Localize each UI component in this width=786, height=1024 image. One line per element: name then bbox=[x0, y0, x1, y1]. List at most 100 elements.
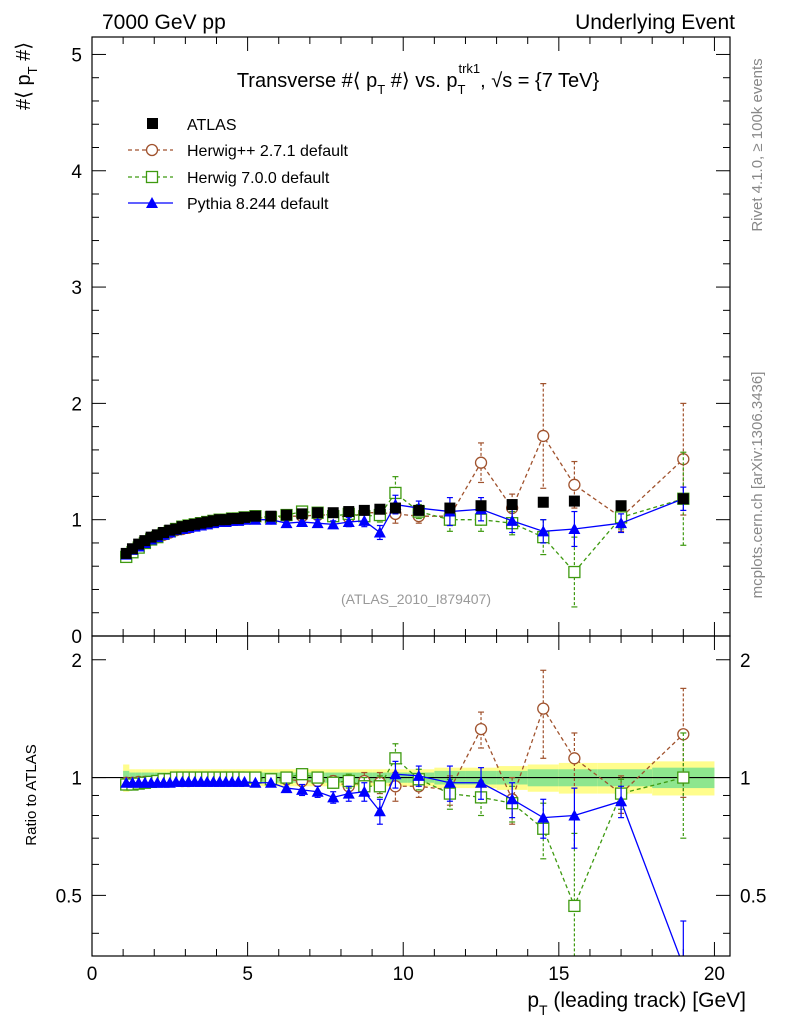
header-right: Underlying Event bbox=[575, 11, 735, 34]
data-point-pythia bbox=[342, 516, 355, 528]
data-point-herwig7 bbox=[327, 776, 340, 789]
data-point-atlas bbox=[176, 521, 188, 533]
y-tick-label: 2 bbox=[71, 394, 82, 415]
data-point-pythia bbox=[615, 517, 628, 529]
data-point-atlas bbox=[139, 535, 151, 547]
legend-label-herwigpp: Herwig++ 2.7.1 default bbox=[187, 143, 349, 160]
data-point-atlas bbox=[615, 500, 627, 512]
data-point-pythia bbox=[311, 517, 324, 529]
data-point-herwig7 bbox=[677, 771, 690, 784]
data-point-herwigpp bbox=[474, 722, 488, 736]
main-series bbox=[120, 383, 690, 608]
legend-label-herwig7: Herwig 7.0.0 default bbox=[187, 170, 330, 187]
data-point-atlas bbox=[182, 520, 194, 532]
data-point-atlas bbox=[126, 543, 138, 555]
data-point-atlas bbox=[238, 511, 250, 523]
data-point-pythia bbox=[537, 811, 550, 823]
data-point-pythia bbox=[238, 775, 251, 787]
data-point-atlas bbox=[475, 500, 487, 512]
ratio-frame bbox=[91, 635, 731, 957]
x-tick-label: 20 bbox=[704, 964, 725, 985]
series-herwigpp bbox=[120, 383, 690, 562]
data-point-atlas bbox=[214, 514, 226, 526]
data-point-herwig7 bbox=[342, 774, 355, 788]
ratio-y-tick-label-right: 1 bbox=[740, 769, 751, 790]
data-point-pythia bbox=[264, 776, 277, 788]
data-point-atlas bbox=[343, 506, 355, 518]
series-line-herwigpp bbox=[125, 434, 684, 557]
ratio-ylabel: Ratio to ATLAS bbox=[23, 744, 40, 845]
legend-label-atlas: ATLAS bbox=[187, 117, 237, 134]
data-point-herwig7 bbox=[568, 565, 581, 579]
ratio-y-tick-label: 2 bbox=[71, 651, 82, 672]
ratio-y-tick-label: 1 bbox=[71, 769, 82, 790]
y-tick-label: 1 bbox=[71, 511, 82, 532]
ratio-y-tick-label-right: 2 bbox=[740, 651, 751, 672]
data-point-atlas bbox=[145, 531, 157, 543]
data-point-pythia bbox=[373, 526, 386, 538]
data-point-pythia bbox=[358, 785, 371, 797]
rivet-label: Rivet 4.1.0, ≥ 100k events bbox=[749, 58, 766, 231]
legend-marker-atlas bbox=[147, 118, 158, 129]
data-point-pythia bbox=[327, 791, 340, 803]
data-point-atlas bbox=[506, 499, 518, 511]
data-point-atlas bbox=[374, 503, 386, 515]
data-point-atlas bbox=[537, 496, 549, 508]
data-point-atlas bbox=[151, 529, 163, 541]
data-point-atlas bbox=[358, 504, 370, 516]
legend-marker-herwig7 bbox=[145, 170, 159, 184]
data-point-atlas bbox=[568, 495, 580, 507]
data-point-pythia bbox=[296, 516, 309, 528]
data-point-herwigpp bbox=[474, 456, 488, 469]
header-left: 7000 GeV pp bbox=[102, 11, 226, 34]
series-herwigpp bbox=[120, 669, 690, 825]
data-point-pythia bbox=[615, 795, 628, 807]
data-point-pythia bbox=[568, 522, 581, 534]
data-point-atlas bbox=[296, 508, 308, 520]
ratio-series bbox=[120, 669, 690, 956]
data-point-pythia bbox=[327, 518, 340, 530]
y-tick-label: 4 bbox=[71, 162, 82, 183]
xlabel: pT (leading track) [GeV] bbox=[527, 989, 746, 1018]
ratio-y-tick-label: 0.5 bbox=[56, 886, 82, 907]
ratio-y-tick-label-right: 0.5 bbox=[740, 886, 766, 907]
series-atlas bbox=[120, 493, 689, 559]
data-point-atlas bbox=[164, 524, 176, 536]
y-tick-label: 3 bbox=[71, 278, 82, 299]
data-point-atlas bbox=[201, 516, 213, 528]
legend-item-herwigpp: Herwig++ 2.7.1 default bbox=[128, 143, 349, 160]
axes: 0 5 10 15 20 0 1 2 3 4 5 0.5 0.5 1 1 2 2 bbox=[56, 37, 766, 985]
legend: ATLAS Herwig++ 2.7.1 default Herwig 7.0.… bbox=[128, 117, 349, 213]
data-point-pythia bbox=[311, 785, 324, 797]
data-point-atlas bbox=[220, 514, 232, 526]
data-point-atlas bbox=[677, 493, 689, 505]
data-point-pythia bbox=[373, 805, 386, 817]
data-point-herwig7 bbox=[311, 771, 324, 784]
data-point-atlas bbox=[226, 513, 238, 525]
data-point-pythia bbox=[537, 525, 550, 537]
data-point-atlas bbox=[312, 507, 324, 519]
data-point-pythia bbox=[568, 809, 581, 821]
data-point-pythia bbox=[389, 768, 402, 780]
mcplots-label: mcplots.cern.ch [arXiv:1306.3436] bbox=[749, 372, 766, 599]
y-tick-label: 0 bbox=[71, 627, 82, 648]
data-point-atlas bbox=[249, 510, 261, 522]
legend-marker-herwigpp bbox=[145, 143, 159, 157]
data-point-pythia bbox=[358, 514, 371, 526]
data-point-pythia bbox=[249, 776, 262, 788]
data-point-atlas bbox=[327, 507, 339, 519]
series-line-pythia bbox=[126, 773, 681, 956]
data-point-atlas bbox=[120, 547, 132, 559]
analysis-id: (ATLAS_2010_I879407) bbox=[341, 591, 491, 607]
data-point-herwig7 bbox=[568, 899, 581, 913]
data-point-pythia bbox=[506, 514, 519, 526]
data-point-atlas bbox=[195, 517, 207, 529]
legend-marker-pythia bbox=[146, 197, 158, 208]
data-point-pythia bbox=[506, 793, 519, 805]
y-tick-label: 5 bbox=[71, 45, 82, 66]
data-point-atlas bbox=[444, 502, 456, 514]
chart-title: Transverse #⟨ pT #⟩ vs. pTtrk1, √s = {7 … bbox=[237, 61, 600, 97]
data-point-atlas bbox=[189, 518, 201, 530]
data-point-herwig7 bbox=[295, 768, 309, 781]
